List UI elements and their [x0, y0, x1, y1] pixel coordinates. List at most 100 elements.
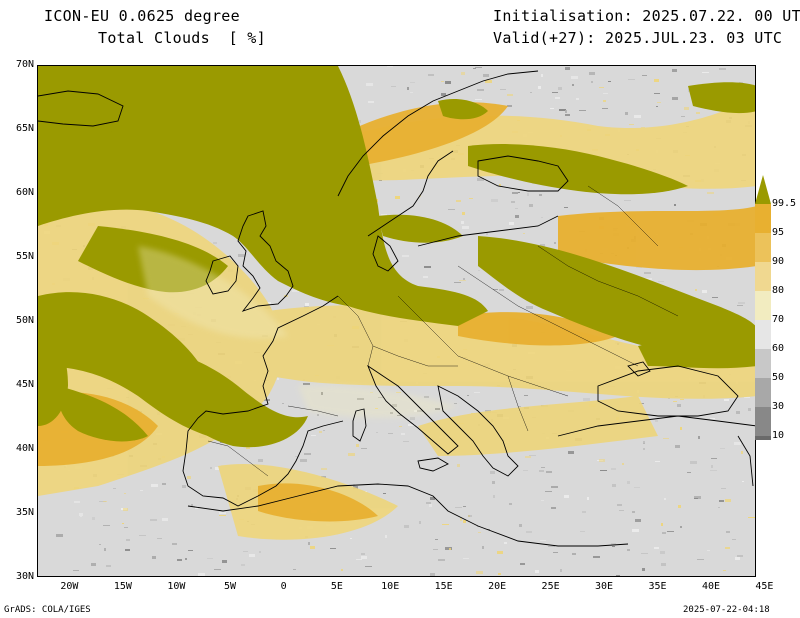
cloud-speck: [564, 495, 569, 498]
cloud-speck: [541, 467, 545, 468]
cloud-speck: [222, 560, 227, 563]
cloud-speck: [718, 507, 720, 508]
cloud-speck: [207, 558, 213, 559]
cloud-speck: [548, 546, 555, 547]
cloud-speck: [91, 563, 96, 566]
cloud-speck: [545, 491, 552, 492]
cloud-speck: [732, 539, 736, 540]
cloud-speck: [662, 532, 666, 534]
cloud-speck: [558, 87, 562, 90]
cloud-speck: [507, 105, 512, 107]
colorbar-label: 60: [772, 343, 785, 354]
cloud-speck: [734, 442, 741, 445]
lat-label: 35N: [15, 507, 34, 518]
cloud-haze-layer: [138, 246, 458, 418]
cloud-speck: [744, 397, 750, 398]
cloud-speck: [515, 215, 519, 218]
cloud-speck: [612, 484, 616, 487]
coastlines: [38, 70, 755, 547]
cloud-speck: [554, 242, 556, 244]
cloud-speck: [655, 420, 658, 422]
colorbar-label: 50: [772, 372, 785, 383]
cloud-speck: [490, 471, 495, 474]
cloud-speck: [246, 447, 250, 449]
cloud-speck: [474, 392, 480, 393]
cloud-speck: [359, 120, 361, 123]
footer-timestamp: 2025-07-22-04:18: [683, 605, 770, 615]
colorbar-segment: [755, 233, 771, 262]
cloud-speck: [430, 497, 435, 500]
cloud-speck: [73, 570, 79, 571]
cloud-speck: [428, 74, 434, 76]
cloud-speck: [441, 81, 444, 82]
cloud-speck: [361, 553, 365, 555]
cloud-speck: [341, 569, 343, 571]
cloud-speck: [541, 217, 543, 218]
cloud-speck: [125, 549, 130, 551]
cloud-speck: [499, 184, 501, 186]
cloud-speck: [523, 470, 528, 471]
colorbar-label: 80: [772, 285, 785, 296]
cloud-speck: [748, 517, 755, 518]
cloud-speck: [424, 396, 429, 398]
colorbar-label: 10: [772, 430, 785, 441]
cloud-speck: [310, 546, 315, 549]
cloud-speck: [712, 297, 718, 298]
valid-time: Valid(+27): 2025.JUL.23. 03 UTC: [493, 29, 783, 47]
cloud-speck: [698, 436, 700, 439]
cloud-speck: [379, 180, 382, 181]
cloud-speck: [719, 68, 726, 70]
cloud-speck: [555, 97, 560, 99]
lon-label: 35E: [648, 581, 667, 592]
cloud-speck: [300, 459, 307, 462]
cloud-speck: [529, 204, 533, 207]
cloud-speck: [462, 212, 465, 215]
cloud-speck: [282, 403, 284, 404]
cloud-speck: [162, 518, 168, 521]
cloud-speck: [219, 512, 226, 514]
cloud-map-canvas: [38, 66, 755, 576]
cloud-speck: [463, 278, 465, 280]
cloud-speck: [92, 517, 95, 520]
cloud-speck: [475, 67, 482, 68]
cloud-speck: [499, 289, 504, 291]
cloud-speck: [457, 464, 460, 467]
cloud-speck: [632, 529, 639, 532]
cloud-speck: [408, 424, 415, 426]
cloud-speck: [529, 455, 536, 456]
colorbar-label: 95: [772, 227, 785, 238]
colorbar-segment: [755, 320, 771, 349]
cloud-speck: [603, 100, 606, 102]
cloud-speck: [527, 193, 529, 196]
cloud-speck: [295, 456, 299, 457]
cloud-speck: [308, 542, 310, 545]
cloud-speck: [655, 461, 660, 462]
cloud-speck: [454, 282, 461, 283]
cloud-speck: [580, 531, 585, 532]
colorbar-segment: [755, 378, 771, 407]
cloud-speck: [445, 547, 452, 550]
lat-label: 45N: [15, 379, 34, 390]
cloud-speck: [152, 556, 156, 559]
colorbar-segment: [755, 407, 771, 436]
cloud-speck: [690, 461, 697, 464]
cloud-speck: [673, 401, 677, 402]
cloud-speck: [687, 472, 691, 473]
cloud-speck: [509, 503, 512, 505]
cloud-speck: [214, 569, 221, 570]
cloud-speck: [304, 453, 311, 455]
cloud-speck: [461, 221, 464, 224]
cloud-speck: [636, 267, 642, 268]
cloud-speck: [104, 548, 106, 551]
cloud-speck: [407, 87, 409, 90]
cloud-speck: [593, 556, 600, 558]
cloud-speck: [356, 559, 362, 560]
cloud-speck: [726, 531, 730, 533]
cloud-speck: [213, 242, 217, 244]
cloud-speck: [643, 441, 645, 443]
cloud-speck: [157, 538, 162, 539]
cloud-speck: [658, 281, 664, 282]
cloud-speck: [627, 481, 630, 484]
cloud-speck: [303, 383, 310, 385]
cloud-speck: [589, 72, 595, 75]
